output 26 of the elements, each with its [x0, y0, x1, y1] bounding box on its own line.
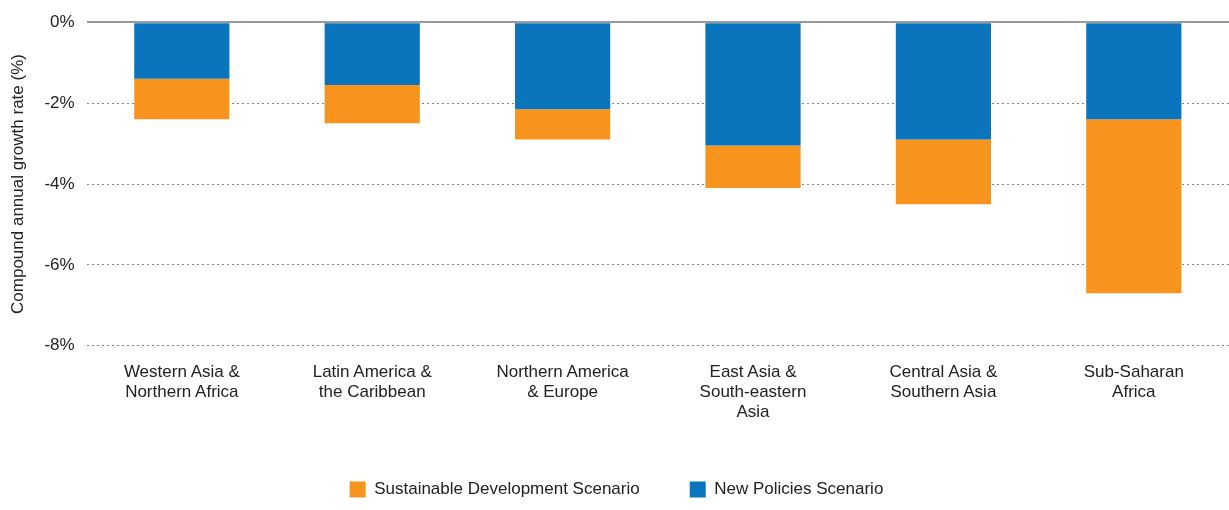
y-tick-label: 0%: [50, 11, 75, 31]
x-tick-label: Latin America & the Caribbean: [312, 361, 433, 402]
bar: [515, 23, 611, 110]
bar: [324, 23, 420, 85]
x-tick-label: Northern America & Europe: [496, 361, 630, 402]
x-tick-label: Central Asia & Southern Asia: [889, 361, 998, 402]
legend-label: Sustainable Development Scenario: [374, 479, 640, 499]
bar: [134, 23, 230, 79]
bar: [895, 23, 992, 140]
legend-label: New Policies Scenario: [714, 479, 884, 499]
bar: [515, 109, 611, 140]
y-tick-label: -6%: [44, 254, 75, 274]
bar: [705, 145, 801, 189]
y-tick-label: -4%: [44, 173, 75, 193]
y-tick-label: -2%: [44, 92, 75, 112]
y-tick-label: -8%: [44, 335, 75, 355]
y-axis-title: Compound annual growth rate (%): [7, 54, 27, 314]
bar: [1086, 119, 1182, 294]
x-tick-label: Western Asia & Northern Africa: [123, 361, 241, 402]
bar: [705, 23, 801, 146]
bar: [895, 139, 992, 205]
bar: [324, 84, 420, 124]
bar: [134, 78, 230, 120]
bar: [1086, 23, 1182, 120]
x-tick-label: East Asia & South-eastern Asia: [699, 361, 807, 422]
x-tick-label: Sub-Saharan Africa: [1083, 361, 1184, 402]
